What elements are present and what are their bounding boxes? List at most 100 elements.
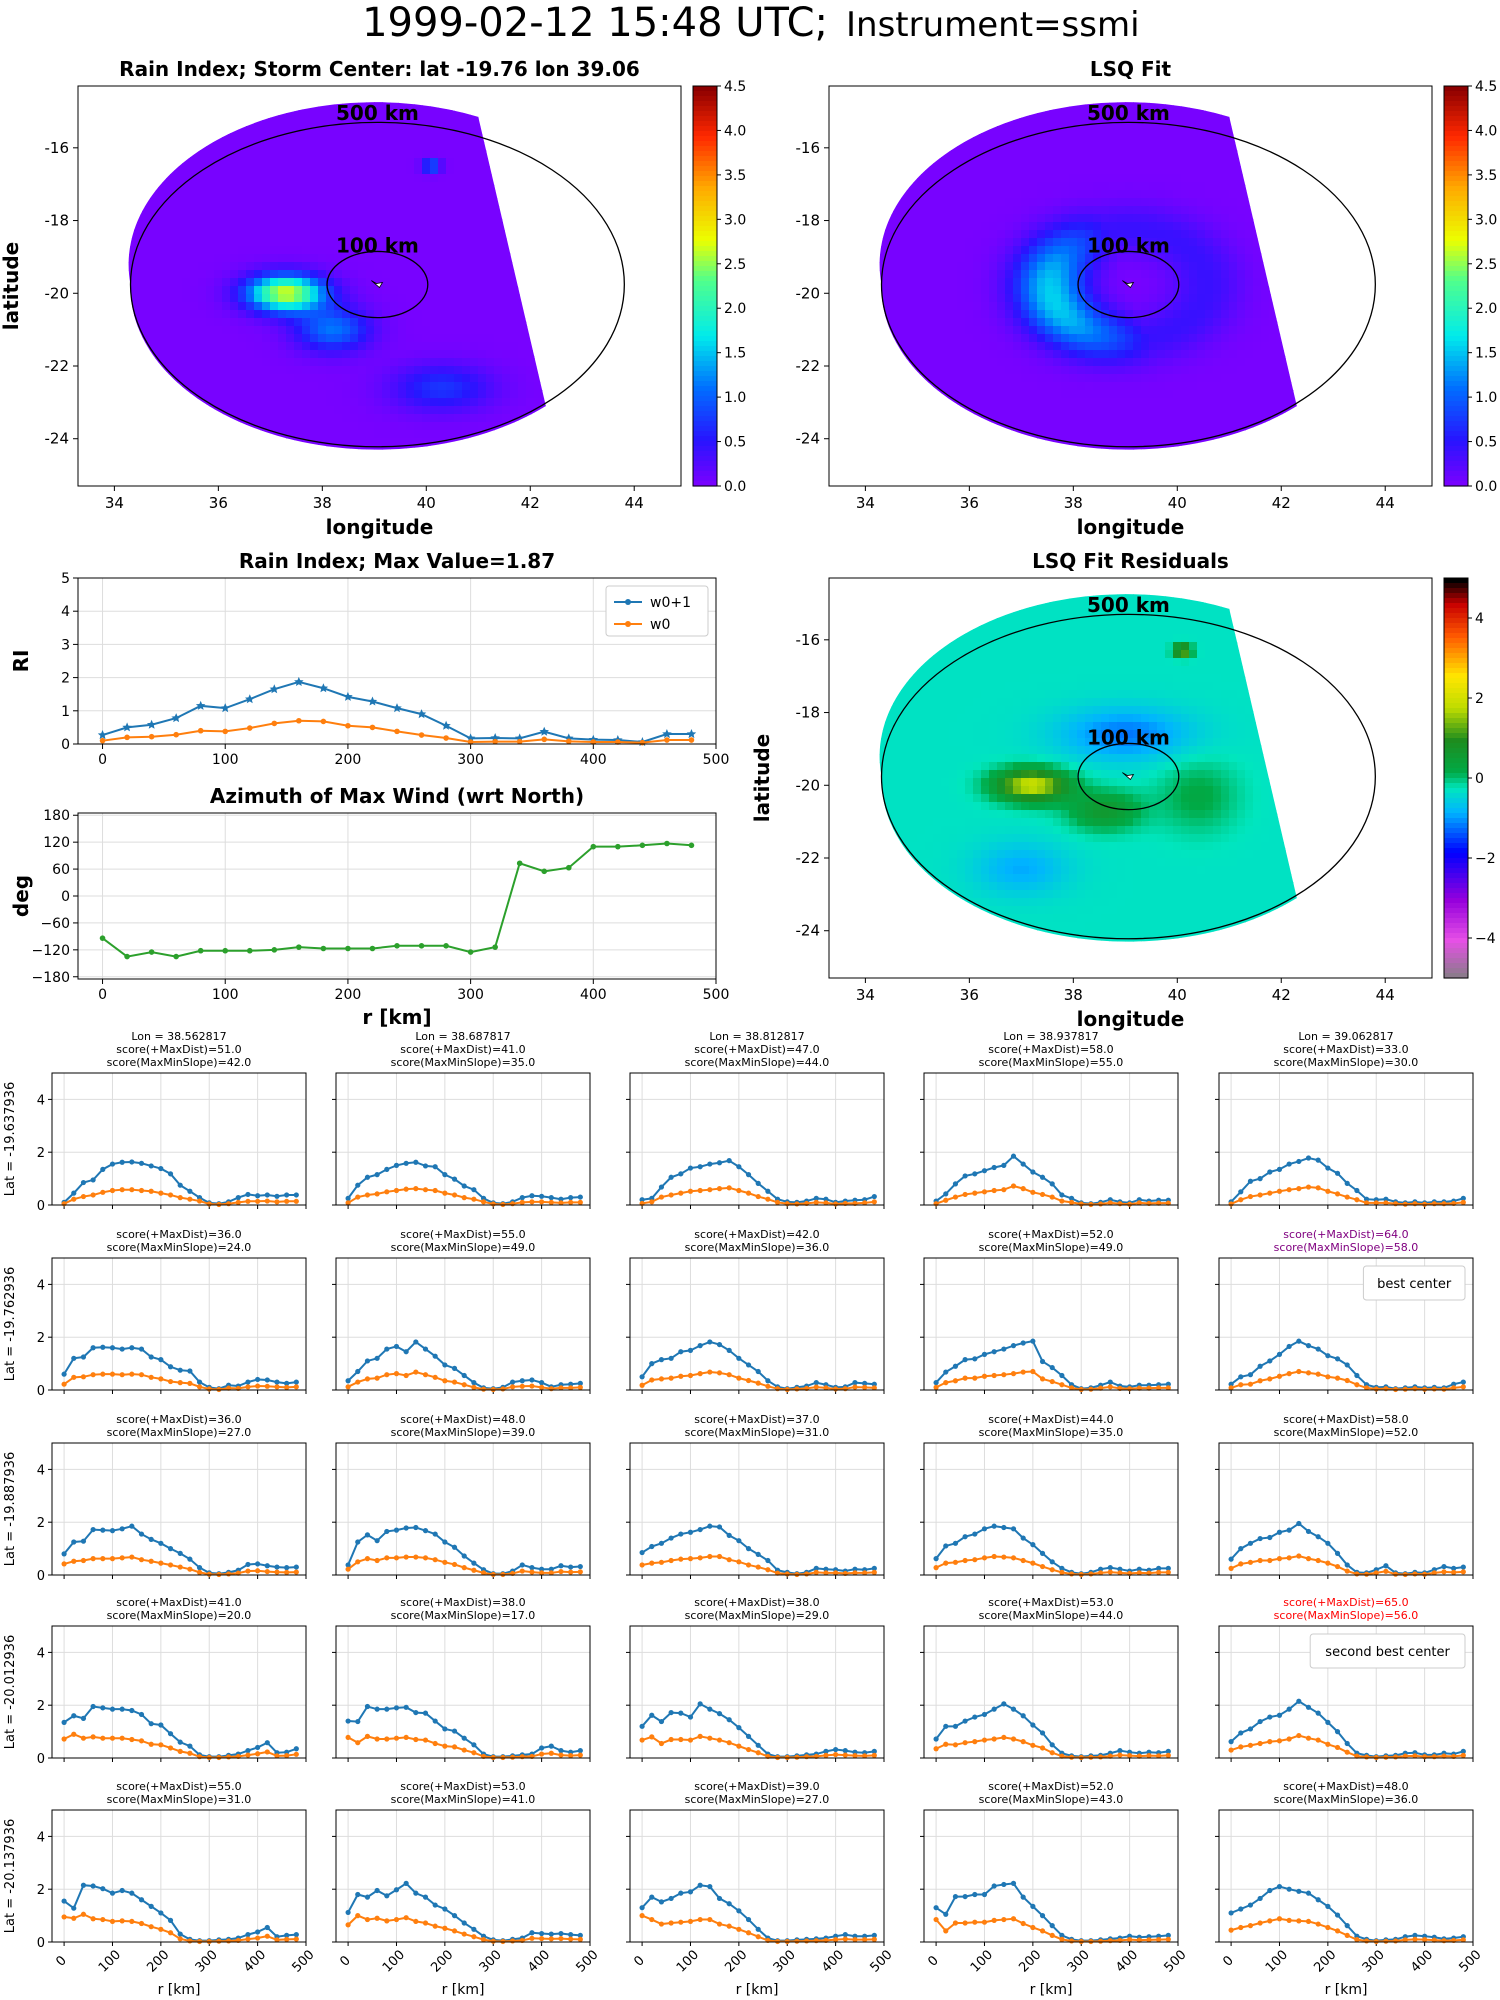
field-cell bbox=[142, 430, 151, 439]
field-cell bbox=[1333, 134, 1342, 143]
field-cell bbox=[358, 454, 367, 463]
field-cell bbox=[86, 198, 95, 207]
field-cell bbox=[102, 342, 111, 351]
field-cell bbox=[486, 430, 495, 439]
field-cell bbox=[302, 438, 311, 447]
colorbar-step bbox=[693, 201, 717, 207]
field-cell bbox=[582, 126, 591, 135]
field-cell bbox=[414, 470, 423, 479]
field-cell bbox=[526, 222, 535, 231]
field-cell bbox=[598, 254, 607, 263]
field-cell bbox=[142, 350, 151, 359]
field-cell bbox=[494, 286, 503, 295]
field-cell bbox=[222, 454, 231, 463]
field-cell bbox=[414, 398, 423, 407]
field-cell bbox=[598, 366, 607, 375]
field-cell bbox=[622, 190, 631, 199]
field-cell bbox=[294, 246, 303, 255]
field-cell bbox=[350, 414, 359, 423]
field-cell bbox=[214, 214, 223, 223]
field-cell bbox=[534, 174, 543, 183]
field-cell bbox=[350, 406, 359, 415]
colorbar-step bbox=[693, 246, 717, 252]
field-cell bbox=[606, 190, 615, 199]
field-cell bbox=[150, 246, 159, 255]
field-cell bbox=[885, 142, 894, 151]
field-cell bbox=[1349, 126, 1358, 135]
field-cell bbox=[190, 214, 199, 223]
field-cell bbox=[318, 166, 327, 175]
field-cell bbox=[1421, 86, 1430, 95]
field-cell bbox=[534, 430, 543, 439]
field-cell bbox=[270, 462, 279, 471]
field-cell bbox=[486, 174, 495, 183]
field-cell bbox=[430, 126, 439, 135]
field-cell bbox=[382, 174, 391, 183]
field-cell bbox=[286, 374, 295, 383]
field-cell bbox=[1013, 158, 1022, 167]
field-cell bbox=[1285, 174, 1294, 183]
field-cell bbox=[646, 294, 655, 303]
field-cell bbox=[270, 390, 279, 399]
field-cell bbox=[1197, 102, 1206, 111]
field-cell bbox=[486, 294, 495, 303]
field-cell bbox=[286, 478, 295, 487]
field-cell bbox=[1133, 166, 1142, 175]
field-cell bbox=[128, 390, 135, 399]
field-cell bbox=[1005, 102, 1014, 103]
field-cell bbox=[646, 174, 655, 183]
field-cell bbox=[94, 142, 103, 151]
field-cell bbox=[1181, 126, 1190, 135]
field-cell bbox=[390, 374, 399, 383]
field-cell bbox=[342, 118, 351, 127]
field-cell bbox=[1109, 102, 1118, 111]
field-cell bbox=[502, 126, 511, 135]
field-cell bbox=[542, 270, 546, 279]
field-cell bbox=[334, 110, 343, 119]
field-cell bbox=[86, 286, 95, 295]
field-cell bbox=[318, 326, 327, 335]
field-cell bbox=[510, 366, 519, 375]
field-cell bbox=[526, 438, 535, 447]
field-cell bbox=[1309, 158, 1318, 167]
field-cell bbox=[1261, 102, 1270, 111]
field-cell bbox=[542, 294, 546, 303]
field-cell bbox=[294, 278, 303, 287]
field-cell bbox=[670, 374, 679, 383]
field-cell bbox=[510, 398, 519, 407]
field-cell bbox=[925, 126, 934, 135]
field-cell bbox=[654, 302, 663, 311]
field-cell bbox=[198, 270, 207, 279]
field-cell bbox=[1173, 166, 1182, 175]
field-cell bbox=[1157, 158, 1166, 167]
field-cell bbox=[350, 158, 359, 167]
field-cell bbox=[478, 126, 487, 135]
field-cell bbox=[622, 198, 631, 207]
field-cell bbox=[102, 294, 111, 303]
field-cell bbox=[174, 430, 183, 439]
field-cell bbox=[590, 278, 599, 287]
field-cell bbox=[1421, 118, 1430, 127]
field-cell bbox=[142, 326, 151, 335]
field-cell bbox=[630, 350, 639, 359]
field-cell bbox=[118, 294, 127, 303]
field-cell bbox=[1053, 142, 1062, 151]
field-cell bbox=[246, 406, 255, 415]
ring-label-500km: 500 km bbox=[336, 101, 419, 125]
field-cell bbox=[526, 406, 535, 415]
field-cell bbox=[318, 206, 327, 215]
field-cell bbox=[398, 110, 407, 119]
field-cell bbox=[526, 302, 535, 311]
field-cell bbox=[574, 406, 583, 415]
field-cell bbox=[1309, 126, 1318, 135]
field-cell bbox=[446, 430, 455, 439]
field-cell bbox=[174, 118, 183, 127]
field-cell bbox=[150, 182, 159, 191]
field-cell bbox=[128, 182, 135, 191]
field-cell bbox=[1157, 134, 1166, 143]
field-cell bbox=[166, 406, 175, 415]
field-cell bbox=[158, 294, 167, 303]
field-cell bbox=[390, 102, 399, 111]
field-cell bbox=[1157, 86, 1166, 95]
field-cell bbox=[342, 382, 351, 391]
